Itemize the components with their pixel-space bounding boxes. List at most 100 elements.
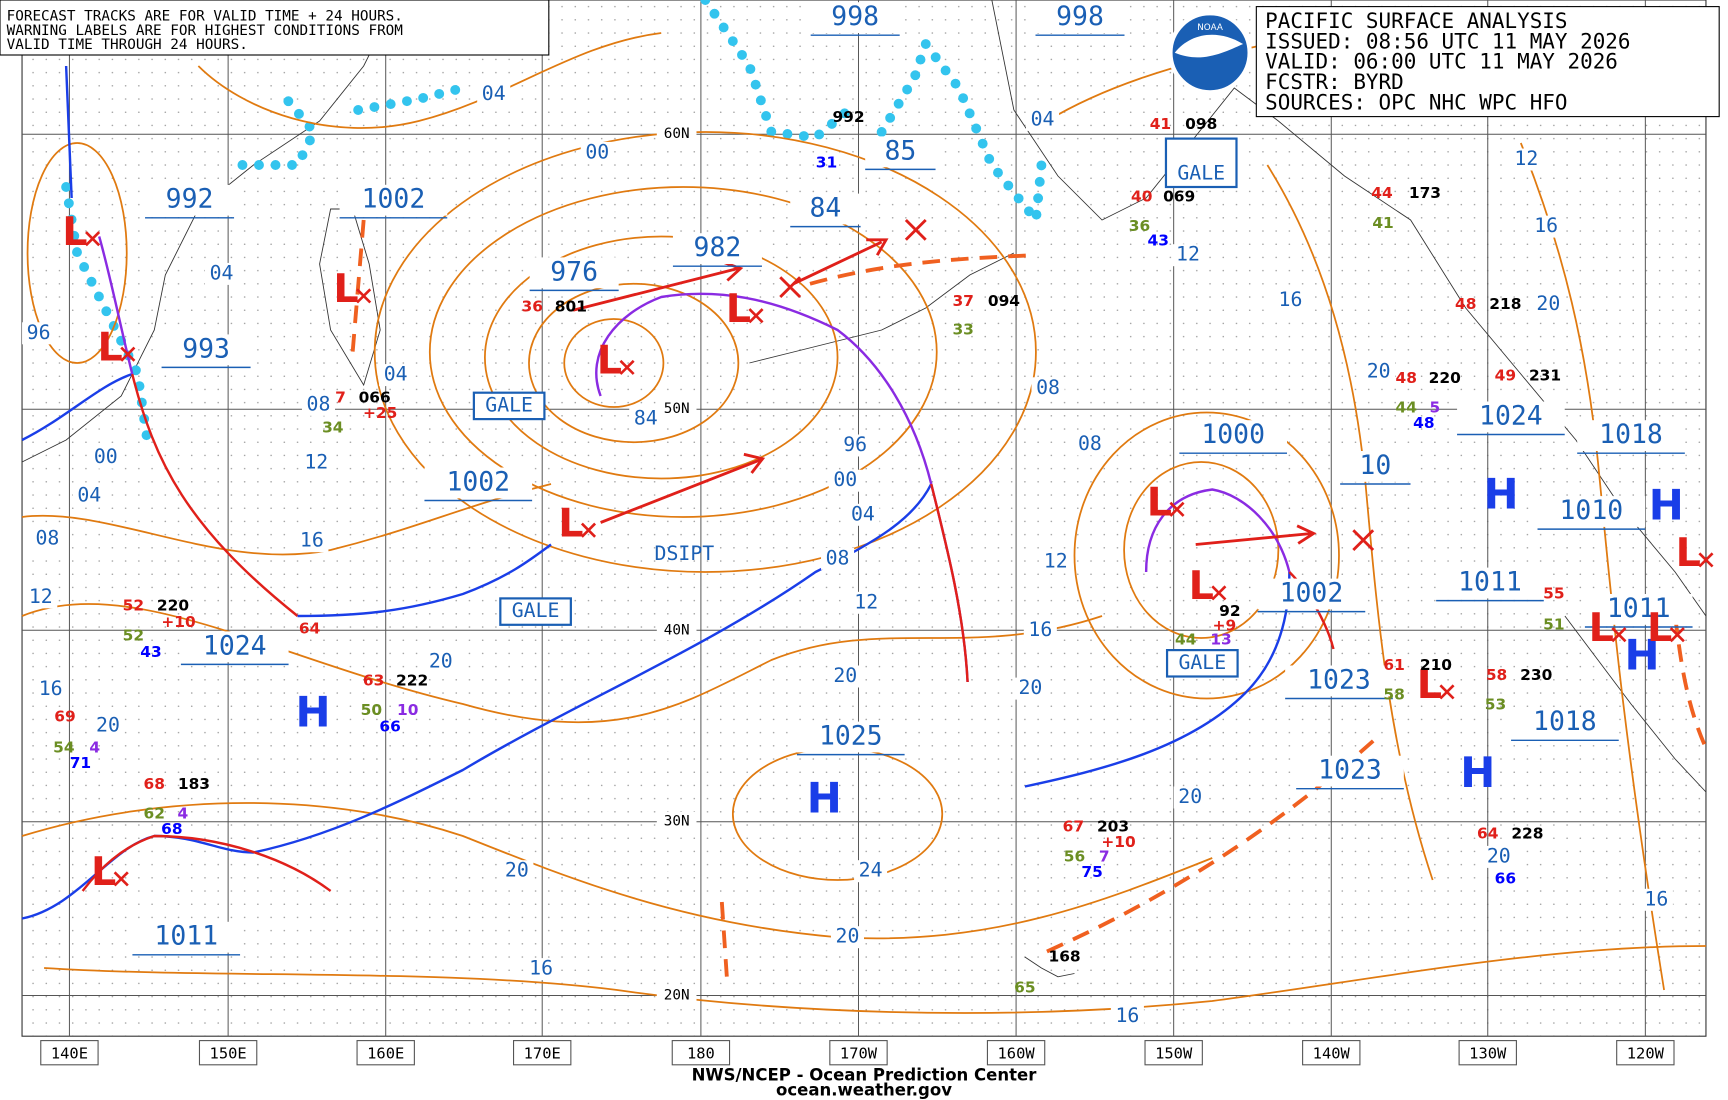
station-value: 53 bbox=[1485, 696, 1506, 714]
pressure-label-bg bbox=[790, 193, 861, 225]
pressure-label-bg bbox=[1285, 665, 1393, 697]
isobar-label-bg bbox=[1031, 377, 1065, 400]
low-center: L bbox=[98, 324, 123, 370]
pressure-label: 1025 bbox=[819, 721, 883, 752]
pressure-label-bg bbox=[145, 184, 235, 216]
longitude-label: 180 bbox=[687, 1044, 715, 1062]
isobar-label: 00 bbox=[94, 445, 118, 468]
station-value: 54 bbox=[53, 739, 75, 757]
isobar-label-bg bbox=[846, 503, 880, 526]
isobar-label-bg bbox=[830, 926, 864, 949]
station-value: +9 bbox=[1213, 616, 1237, 634]
station-value: 36 bbox=[1129, 217, 1150, 235]
station-value: 52 bbox=[123, 626, 144, 644]
low-center: L bbox=[1147, 479, 1172, 525]
station-value: 220 bbox=[157, 597, 189, 615]
pressure-label-bg bbox=[1179, 420, 1288, 451]
pressure-label-bg bbox=[1457, 401, 1565, 433]
pressure-label: 982 bbox=[694, 232, 742, 263]
low-x bbox=[748, 308, 764, 324]
pressure-label-bg bbox=[1537, 496, 1646, 527]
station-value: +10 bbox=[161, 613, 195, 631]
high-center: H bbox=[295, 688, 330, 737]
isobar-label-bg bbox=[424, 651, 458, 674]
isobar-label-bg bbox=[1173, 786, 1207, 809]
longitude-box bbox=[671, 1040, 731, 1066]
pressure-label-bg bbox=[810, 2, 900, 33]
isobar-label-bg bbox=[1013, 677, 1047, 700]
isobar-label-bg bbox=[34, 678, 68, 701]
isobar-label: 12 bbox=[29, 585, 53, 608]
pressure-label: 998 bbox=[831, 1, 879, 32]
low-center: L bbox=[597, 338, 622, 384]
isobar-label: 08 bbox=[307, 392, 331, 415]
isobar-label: 08 bbox=[826, 546, 850, 569]
isobar-label-bg bbox=[1531, 293, 1565, 316]
longitude-box bbox=[829, 1040, 888, 1066]
warning-box bbox=[472, 391, 546, 421]
station-value: 63 bbox=[363, 671, 384, 689]
pressure-label-bg bbox=[132, 921, 241, 953]
isobar-label: 20 bbox=[836, 925, 860, 948]
station-value: 69 bbox=[54, 708, 75, 726]
isobar-label: 16 bbox=[39, 677, 63, 700]
pressure-label-bg bbox=[1257, 578, 1366, 610]
high-center: H bbox=[1649, 481, 1684, 530]
isobar-label: 20 bbox=[833, 664, 857, 687]
station-value: 52 bbox=[123, 597, 144, 615]
latitude-box bbox=[656, 399, 697, 420]
isobar-label: 16 bbox=[300, 529, 324, 552]
isobar-label: 04 bbox=[210, 261, 234, 284]
pressure-label: 1011 bbox=[1458, 567, 1522, 598]
longitude-box bbox=[986, 1040, 1046, 1066]
station-value: 64 bbox=[1477, 824, 1499, 842]
station-value: +25 bbox=[363, 404, 397, 422]
low-x bbox=[1698, 552, 1714, 568]
isobar-label: 20 bbox=[96, 714, 120, 737]
isobar-label: 08 bbox=[1036, 376, 1060, 399]
station-value: 56 bbox=[1064, 847, 1085, 865]
notice-line: WARNING LABELS ARE FOR HIGHEST CONDITION… bbox=[7, 23, 403, 39]
isobar-label-bg bbox=[524, 958, 558, 981]
pressure-label: 998 bbox=[1056, 1, 1104, 32]
station-value: 231 bbox=[1529, 367, 1561, 385]
station-value: 33 bbox=[952, 321, 973, 339]
longitude-label: 140W bbox=[1313, 1044, 1351, 1062]
front-status: DSIPT bbox=[655, 542, 715, 565]
longitude-box bbox=[1302, 1040, 1361, 1066]
isobar-label-bg bbox=[301, 393, 336, 416]
longitude-box bbox=[513, 1040, 572, 1066]
isobar-label-bg bbox=[1362, 360, 1396, 383]
isobar-label-bg bbox=[91, 715, 125, 737]
isobar-label-bg bbox=[89, 446, 123, 469]
pressure-label: 1002 bbox=[1280, 578, 1344, 609]
low-center: L bbox=[1647, 605, 1672, 651]
pressure-label: 1024 bbox=[1479, 400, 1543, 431]
isobar-label: 12 bbox=[1044, 550, 1068, 573]
pressure-label-bg bbox=[1296, 755, 1404, 787]
info-box bbox=[1255, 6, 1720, 118]
station-value: 10 bbox=[397, 701, 418, 719]
pressure-label: 993 bbox=[182, 333, 230, 364]
isobar-label: 08 bbox=[35, 527, 59, 550]
low-x bbox=[85, 231, 101, 247]
isobar-label: 04 bbox=[1031, 107, 1055, 130]
fronts bbox=[21, 65, 1708, 985]
isobar-label-bg bbox=[299, 452, 333, 475]
pressure-label: 1018 bbox=[1599, 419, 1663, 450]
low-x bbox=[1439, 684, 1455, 700]
station-value: 31 bbox=[816, 153, 837, 171]
pressure-label-bg bbox=[1511, 707, 1619, 739]
station-value: 098 bbox=[1185, 115, 1217, 133]
longitude-box bbox=[1144, 1040, 1203, 1066]
ice-edge bbox=[61, 0, 1047, 456]
station-value: 62 bbox=[144, 805, 165, 823]
station-value: 64 bbox=[299, 620, 321, 638]
low-center: L bbox=[1189, 563, 1214, 609]
isobar-label: 16 bbox=[529, 957, 553, 980]
station-value: 44 bbox=[1175, 631, 1197, 649]
isobar-label: 16 bbox=[1644, 887, 1668, 910]
station-value: 218 bbox=[1489, 295, 1521, 313]
isobar-label: 84 bbox=[634, 407, 658, 430]
low-x bbox=[1669, 627, 1685, 643]
